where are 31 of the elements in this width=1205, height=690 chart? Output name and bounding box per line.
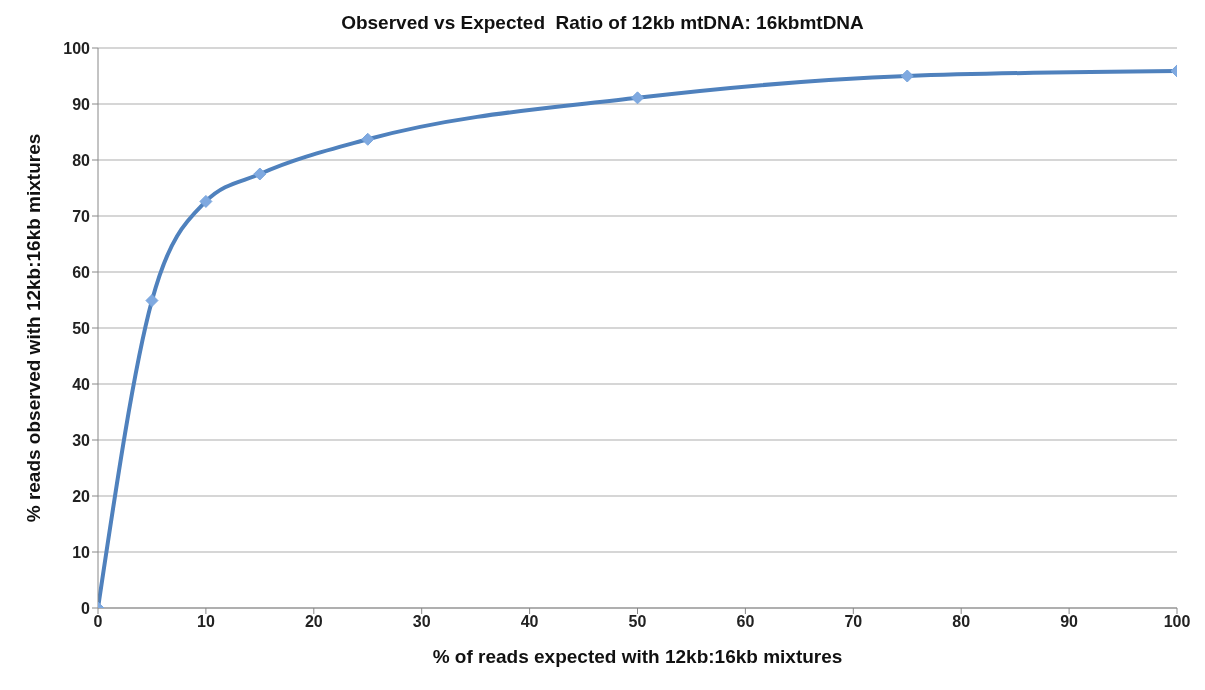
y-tick-label: 0 (81, 599, 91, 617)
y-tick-label: 60 (72, 263, 91, 281)
x-tick-label: 0 (93, 613, 103, 631)
point (631, 91, 644, 105)
point (900, 69, 914, 83)
point (145, 294, 159, 308)
chart-title: Observed vs Expected Ratio of 12kb mtDNA: 16kbmtDNA (340, 11, 865, 35)
x-tick-label: 90 (1060, 613, 1079, 631)
y-tick-label: 80 (72, 151, 91, 169)
x-tick-label: 20 (304, 613, 323, 631)
y-tick-label: 100 (63, 39, 91, 57)
y-tick-label: 70 (72, 207, 91, 225)
x-tick-label: 70 (844, 613, 863, 631)
point (199, 194, 213, 208)
point (253, 167, 267, 181)
y-tick-label: 20 (72, 487, 91, 505)
x-tick-label: 50 (628, 613, 647, 631)
y-tick-label: 50 (72, 319, 91, 337)
x-tick-label: 80 (952, 613, 971, 631)
y-tick-label: 10 (72, 543, 91, 561)
y-axis-title: % reads observed with 12kb:16kb mixtures (22, 133, 44, 523)
x-axis-title: % of reads expected with 12kb:16kb mixtures (432, 646, 843, 667)
y-tick-label: 90 (72, 95, 91, 113)
y-tick-label: 30 (72, 431, 91, 449)
x-tick-label: 30 (412, 613, 431, 631)
x-tick-label: 10 (197, 613, 215, 631)
x-tick-label: 100 (1163, 613, 1191, 631)
y-tick-label: 40 (72, 375, 91, 393)
x-tick-label: 60 (736, 613, 755, 631)
point (361, 132, 375, 146)
x-tick-label: 40 (520, 613, 539, 631)
